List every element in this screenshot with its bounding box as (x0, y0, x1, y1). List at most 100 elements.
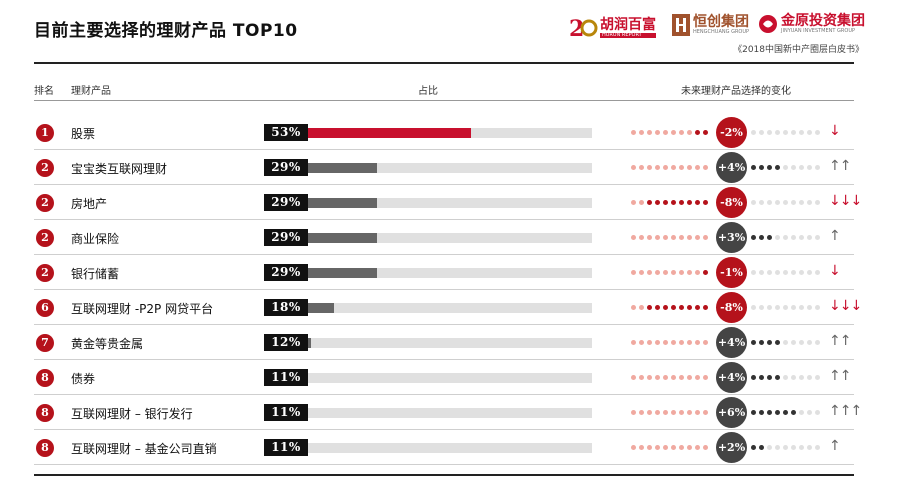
dot-marker (703, 340, 708, 345)
table-row: 2 银行储蓄 29% -1% ↓ (34, 255, 854, 290)
table-row: 2 房地产 29% -8% ↓↓↓ (34, 185, 862, 220)
table-row: 8 互联网理财 – 银行发行 11% +6% ↑↑↑ (34, 395, 862, 430)
dot-marker (807, 305, 812, 310)
dot-marker (631, 130, 636, 135)
dot-marker (647, 375, 652, 380)
dot-marker (655, 270, 660, 275)
dot-marker (679, 340, 684, 345)
decrease-dots (631, 165, 708, 170)
dot-marker (671, 200, 676, 205)
product-label: 债券 (71, 372, 96, 386)
dot-marker (807, 375, 812, 380)
top-divider (34, 62, 854, 64)
svg-text:2: 2 (569, 16, 584, 42)
change-badge: +4% (716, 327, 747, 358)
up-arrow-icon: ↑ (829, 228, 841, 244)
dot-marker (807, 270, 812, 275)
dot-marker (631, 375, 636, 380)
dot-marker (807, 445, 812, 450)
row-divider (34, 394, 854, 395)
dot-marker (703, 375, 708, 380)
dot-marker (799, 340, 804, 345)
jinyuan-logo: 金原投资集团 JINYUAN INVESTMENT GROUP (758, 14, 865, 34)
row-divider (34, 464, 854, 465)
jinyuan-logo-text: 金原投资集团 (781, 13, 865, 29)
dot-marker (815, 200, 820, 205)
dot-marker (783, 165, 788, 170)
increase-dots (751, 165, 820, 170)
dot-marker (631, 410, 636, 415)
report-caption: 《2018中国新中产圈层白皮书》 (733, 45, 864, 55)
dot-marker (671, 165, 676, 170)
row-divider (34, 149, 854, 150)
dot-marker (767, 305, 772, 310)
dot-marker (663, 130, 668, 135)
dot-marker (767, 200, 772, 205)
dot-marker (767, 165, 772, 170)
anniversary-emblem-icon: 2 (569, 16, 598, 42)
dot-marker (759, 340, 764, 345)
dot-marker (759, 235, 764, 240)
share-bar-track (264, 408, 592, 418)
dot-marker (663, 445, 668, 450)
dot-marker (759, 410, 764, 415)
dot-marker (791, 445, 796, 450)
dot-marker (767, 445, 772, 450)
row-divider (34, 254, 854, 255)
dot-marker (751, 410, 756, 415)
dot-marker (671, 445, 676, 450)
dot-marker (695, 130, 700, 135)
dot-marker (791, 200, 796, 205)
share-value-label: 53% (264, 124, 308, 141)
share-bar-track (264, 373, 592, 383)
dot-marker (791, 375, 796, 380)
dot-marker (703, 130, 708, 135)
dot-marker (639, 165, 644, 170)
share-bar (264, 128, 471, 138)
decrease-dots (631, 235, 708, 240)
page-title: 目前主要选择的理财产品 TOP10 (34, 21, 298, 41)
dot-marker (767, 270, 772, 275)
increase-dots (751, 270, 820, 275)
hurun-logo: 2 胡润百富 HURUN REPORT (568, 14, 656, 42)
dot-marker (687, 305, 692, 310)
dot-marker (783, 270, 788, 275)
dot-marker (687, 165, 692, 170)
dot-marker (759, 130, 764, 135)
dot-marker (679, 270, 684, 275)
dot-marker (767, 340, 772, 345)
dot-marker (759, 305, 764, 310)
product-label: 黄金等贵金属 (71, 337, 144, 351)
product-label: 银行储蓄 (71, 267, 120, 281)
table-row: 1 股票 53% -2% ↓ (34, 115, 854, 150)
dot-marker (799, 305, 804, 310)
dot-marker (639, 130, 644, 135)
decrease-dots (631, 270, 708, 275)
dot-marker (799, 375, 804, 380)
share-value-label: 11% (264, 404, 308, 421)
dot-marker (663, 340, 668, 345)
header-divider (34, 100, 854, 101)
down-arrow-icon: ↓↓↓ (829, 298, 862, 314)
share-bar (264, 233, 378, 243)
dot-marker (655, 235, 660, 240)
up-arrow-icon: ↑↑ (829, 158, 851, 174)
change-badge: +6% (716, 397, 747, 428)
dot-marker (639, 410, 644, 415)
down-arrow-icon: ↓ (829, 123, 841, 139)
change-badge: -8% (716, 292, 747, 323)
dot-marker (775, 200, 780, 205)
dot-marker (687, 340, 692, 345)
up-arrow-icon: ↑↑ (829, 333, 851, 349)
rank-badge: 8 (36, 369, 54, 387)
dot-marker (775, 165, 780, 170)
dot-marker (655, 340, 660, 345)
share-bar-track (264, 443, 592, 453)
decrease-dots (631, 410, 708, 415)
dot-marker (783, 305, 788, 310)
dot-marker (695, 340, 700, 345)
dot-marker (631, 270, 636, 275)
share-bar (264, 268, 378, 278)
dot-marker (647, 165, 652, 170)
dot-marker (759, 375, 764, 380)
